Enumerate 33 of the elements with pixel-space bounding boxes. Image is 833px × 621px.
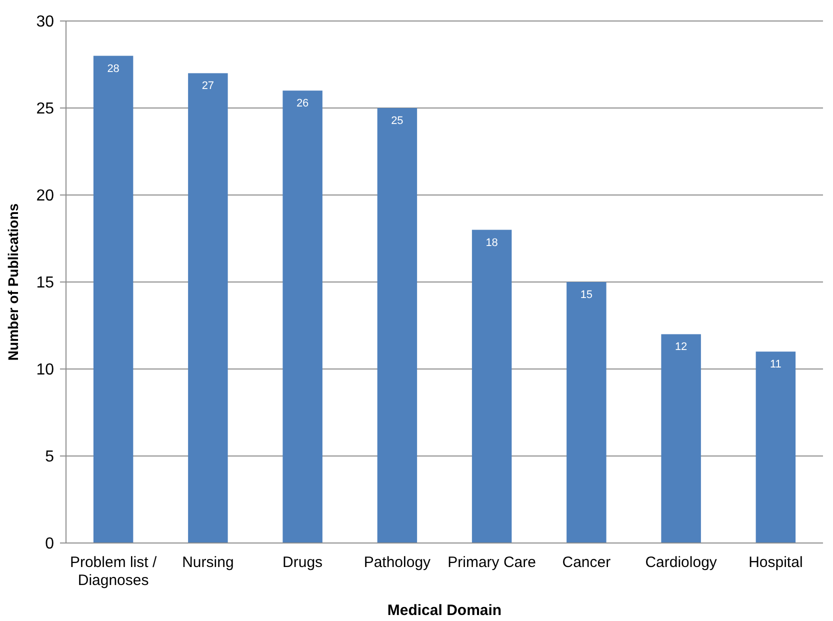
- y-tick-label: 20: [36, 188, 54, 205]
- bar: [93, 56, 134, 543]
- x-tick-label: Nursing: [182, 554, 234, 571]
- x-tick-label: Cardiology: [645, 554, 718, 571]
- data-label: 25: [391, 115, 404, 127]
- bar: [188, 73, 228, 543]
- y-axis-title: Number of Publications: [5, 203, 21, 361]
- data-label: 15: [580, 289, 593, 301]
- x-axis-title: Medical Domain: [387, 602, 502, 619]
- data-label: 26: [296, 98, 309, 110]
- y-tick-label: 10: [36, 362, 54, 379]
- x-tick-label: Cancer: [562, 554, 611, 571]
- bar: [282, 90, 322, 543]
- bar: [566, 282, 606, 543]
- x-tick-label: Drugs: [282, 554, 323, 571]
- x-tick-label: Hospital: [748, 554, 803, 571]
- bar: [661, 334, 701, 543]
- data-label: 12: [674, 341, 688, 354]
- y-tick-label: 5: [45, 448, 54, 466]
- y-tick-label: 15: [36, 274, 54, 292]
- x-tick-label: Problem list / Diagnoses: [70, 554, 158, 589]
- bar: [377, 108, 418, 543]
- data-label: 27: [202, 80, 214, 92]
- data-label: 18: [486, 236, 498, 249]
- bar: [756, 352, 796, 543]
- y-tick-label: 30: [36, 14, 54, 31]
- x-tick-label: Pathology: [364, 554, 432, 571]
- y-tick-label: 0: [45, 536, 54, 553]
- data-label: 28: [107, 62, 120, 75]
- data-label: 11: [770, 358, 782, 371]
- x-tick-label: Primary Care: [448, 554, 536, 571]
- bar: [472, 230, 512, 543]
- y-tick-label: 25: [36, 100, 54, 118]
